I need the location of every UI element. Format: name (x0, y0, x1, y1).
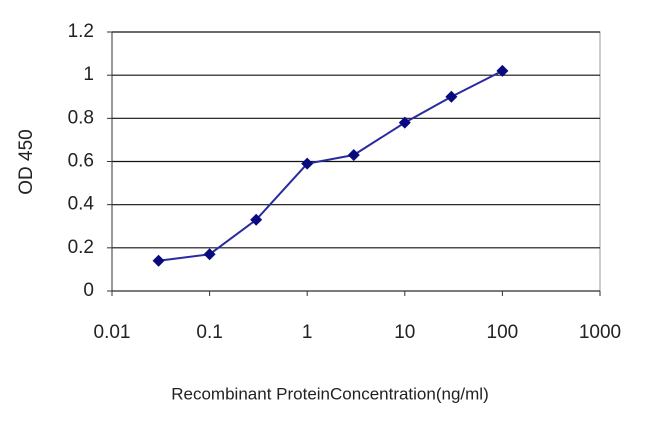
data-point (152, 254, 165, 267)
y-axis-label: OD 450 (16, 129, 37, 194)
data-point (496, 64, 509, 77)
data-point (250, 213, 263, 226)
y-tick-label: 0.2 (68, 237, 94, 258)
x-tick-label: 100 (487, 322, 519, 343)
y-tick-label: 0.6 (68, 151, 94, 172)
data-point (203, 248, 216, 261)
y-tick-label: 0.8 (68, 107, 94, 128)
y-tick-label: 0.4 (68, 194, 95, 215)
data-line (158, 69, 503, 262)
data-point (445, 90, 458, 103)
x-tick-label: 10 (394, 322, 415, 343)
x-tick-label: 0.01 (94, 322, 131, 343)
x-axis-label: Recombinant ProteinConcentration(ng/ml) (171, 384, 489, 403)
x-tick-label: 0.1 (196, 322, 222, 343)
y-tick-label: 0 (83, 280, 94, 301)
data-point (398, 116, 411, 129)
x-tick-label: 1 (302, 322, 313, 343)
y-tick-label: 1 (83, 64, 94, 85)
data-point (301, 157, 314, 170)
data-point (347, 149, 360, 162)
y-tick-label: 1.2 (68, 21, 94, 42)
x-tick-label: 1000 (579, 322, 621, 343)
